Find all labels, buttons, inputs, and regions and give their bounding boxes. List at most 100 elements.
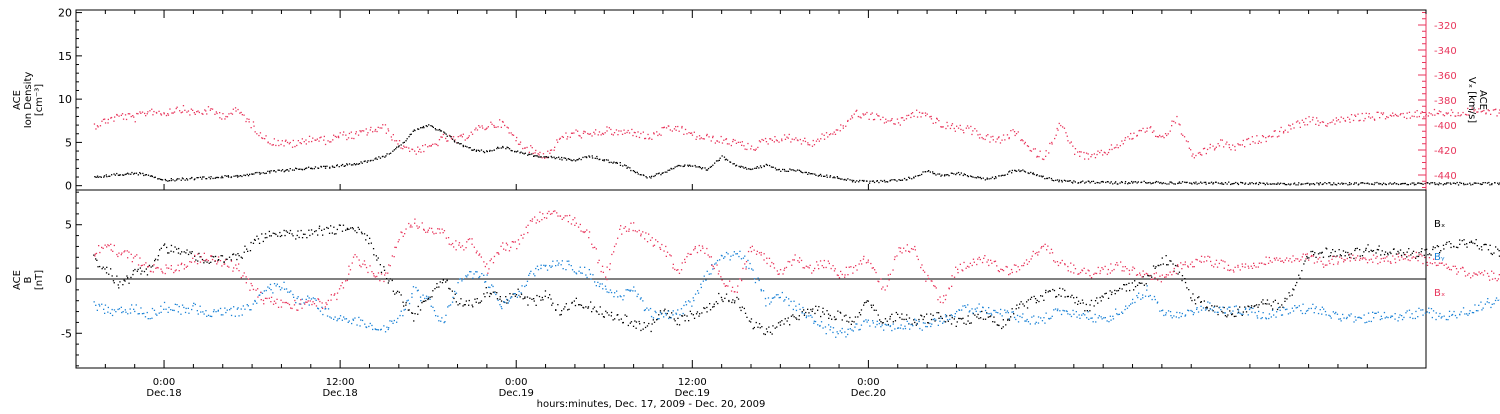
velocity-points-point (675, 126, 676, 127)
magnetic-series-2-points-point (103, 248, 104, 249)
magnetic-series-1-points-point (110, 313, 111, 314)
velocity-points-point (1379, 117, 1380, 118)
velocity-points-point (210, 110, 211, 111)
magnetic-series-2-points-point (847, 274, 848, 275)
ion-density-points-point (1238, 184, 1239, 185)
ion-density-points-point (720, 158, 721, 159)
magnetic-series-0-points-point (527, 296, 528, 297)
velocity-points-point (726, 138, 727, 139)
magnetic-series-0-points-point (328, 228, 329, 229)
velocity-points-point (294, 146, 295, 147)
magnetic-series-0-points-point (675, 320, 676, 321)
magnetic-series-0-points-point (1488, 249, 1489, 250)
magnetic-series-1-points-point (847, 334, 848, 335)
magnetic-series-1-points-point (1107, 320, 1108, 321)
velocity-points-point (308, 141, 309, 142)
velocity-points-point (1310, 121, 1311, 122)
velocity-points-point (760, 141, 761, 142)
magnetic-series-1-points-point (851, 329, 852, 330)
ion-density-points-point (430, 125, 431, 126)
magnetic-series-1-points-point (1266, 318, 1267, 319)
magnetic-series-1-points-point (1333, 311, 1334, 312)
ion-density-points-point (433, 127, 434, 128)
velocity-points-point (253, 121, 254, 122)
magnetic-series-1-points-point (463, 279, 464, 280)
magnetic-series-2-points-point (982, 262, 983, 263)
ion-density-points-point (166, 180, 167, 181)
magnetic-series-0-points-point (1235, 316, 1236, 317)
ion-density-y-label-line: [cm⁻³] (34, 84, 45, 116)
magnetic-series-0-points-point (376, 259, 377, 260)
ion-density-points-point (167, 181, 168, 182)
magnetic-series-1-points-point (580, 267, 581, 268)
ion-density-points-point (534, 155, 535, 156)
magnetic-series-0-points-point (780, 325, 781, 326)
magnetic-series-1-points-point (1147, 285, 1148, 286)
magnetic-series-2-points-point (752, 246, 753, 247)
magnetic-series-2-points-point (1233, 270, 1234, 271)
magnetic-series-1-points-point (561, 264, 562, 265)
magnetic-series-0-points-point (736, 297, 737, 298)
magnetic-series-0-points-point (497, 298, 498, 299)
magnetic-series-2-points-point (556, 212, 557, 213)
magnetic-series-0-points-point (290, 230, 291, 231)
velocity-points-point (118, 116, 119, 117)
magnetic-series-0-points-point (170, 251, 171, 252)
magnetic-series-1-points-point (506, 299, 507, 300)
magnetic-series-0-points-point (591, 311, 592, 312)
magnetic-series-1-points-point (613, 296, 614, 297)
ion-density-points-point (707, 169, 708, 170)
ion-density-points-point (808, 172, 809, 173)
velocity-points-point (529, 152, 530, 153)
magnetic-series-1-points-point (466, 276, 467, 277)
velocity-points-point (1362, 113, 1363, 114)
magnetic-series-0-points-point (337, 229, 338, 230)
magnetic-series-1-points-point (919, 328, 920, 329)
velocity-points-point (1105, 152, 1106, 153)
magnetic-series-2-points-point (1057, 261, 1058, 262)
velocity-points-point (985, 139, 986, 140)
magnetic-series-2-points-point (1115, 264, 1116, 265)
magnetic-series-1-points-point (735, 253, 736, 254)
magnetic-series-1-points-point (538, 269, 539, 270)
magnetic-series-1-points-point (376, 329, 377, 330)
magnetic-series-0-points-point (469, 300, 470, 301)
magnetic-series-0-points-point (425, 300, 426, 301)
ion-density-points-point (1242, 182, 1243, 183)
ion-density-points-point (1396, 183, 1397, 184)
magnetic-series-2-points-point (1335, 256, 1336, 257)
magnetic-series-2-points-point (224, 263, 225, 264)
magnetic-series-2-points-point (892, 269, 893, 270)
velocity-points-point (768, 143, 769, 144)
velocity-points-point (1052, 143, 1053, 144)
magnetic-series-0-points-point (118, 284, 119, 285)
velocity-points-point (1173, 121, 1174, 122)
ion-density-points-point (218, 177, 219, 178)
magnetic-series-1-points-point (528, 275, 529, 276)
velocity-points-point (712, 136, 713, 137)
magnetic-series-0-points-point (445, 281, 446, 282)
magnetic-series-2-points-point (748, 251, 749, 252)
magnetic-series-1-points-point (1487, 298, 1488, 299)
magnetic-series-1-points-point (467, 274, 468, 275)
magnetic-series-2-points-point (1037, 254, 1038, 255)
magnetic-series-1-points-point (661, 313, 662, 314)
magnetic-series-1-points-point (749, 263, 750, 264)
magnetic-series-1-points-point (1378, 312, 1379, 313)
velocity-points-point (221, 118, 222, 119)
velocity-points-point (171, 112, 172, 113)
ion-density-points-point (1349, 182, 1350, 183)
magnetic-series-0-points-point (1003, 319, 1004, 320)
magnetic-series-0-points-point (239, 255, 240, 256)
ion-density-points-point (1351, 183, 1352, 184)
velocity-points-point (423, 151, 424, 152)
velocity-points-point (1305, 118, 1306, 119)
ion-density-points-point (797, 169, 798, 170)
ion-density-points-point (1230, 184, 1231, 185)
velocity-points-point (533, 153, 534, 154)
magnetic-series-2-points-point (345, 280, 346, 281)
velocity-points-point (1482, 111, 1483, 112)
ion-density-points-point (116, 173, 117, 174)
magnetic-series-0-points-point (564, 306, 565, 307)
